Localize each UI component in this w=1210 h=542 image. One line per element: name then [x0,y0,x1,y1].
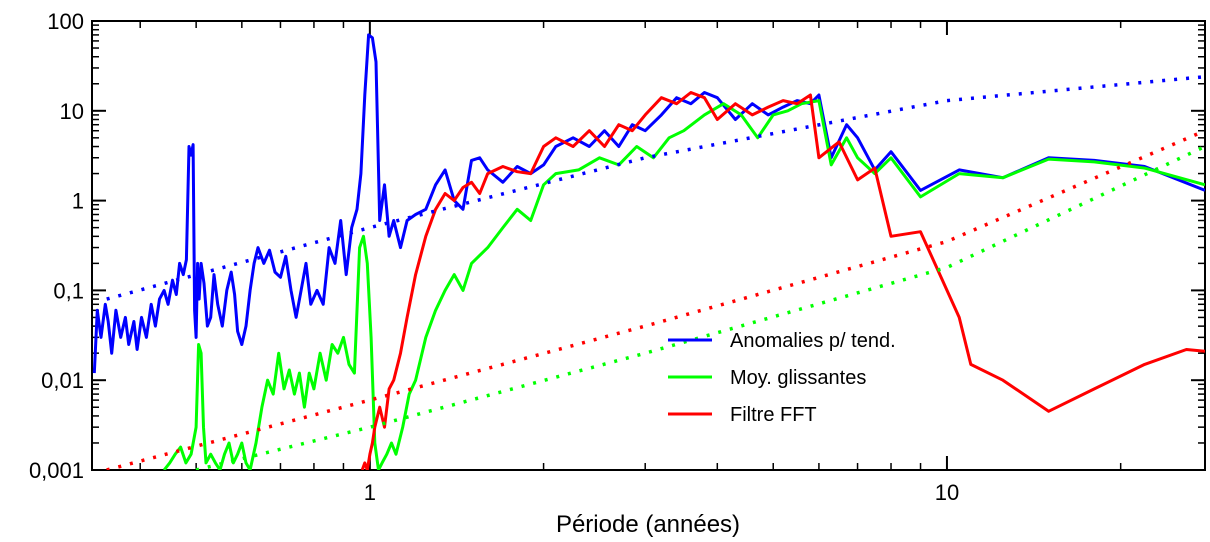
series-line-1 [162,99,1205,470]
legend: Anomalies p/ tend. Moy. glissantes Filtre … [668,330,896,426]
axis-ticks [92,20,1205,471]
y-tick-label: 0,1 [53,278,84,303]
y-tick-label: 0,001 [29,458,84,483]
y-tick-label: 0,01 [41,368,84,393]
legend-label: Moy. glissantes [730,367,866,389]
x-tick-label: 10 [935,480,959,505]
series-layer [92,33,1205,470]
y-tick-label: 1 [72,189,84,214]
series-line-0 [92,33,1205,374]
series-trend-line-5 [195,144,1205,470]
y-tick-label: 100 [47,9,84,34]
plot-frame [91,20,1206,471]
y-tick-label: 10 [60,99,84,124]
series-trend-line-4 [106,129,1205,470]
x-axis-title: Période (années) [556,511,740,538]
tick-labels: 0,001 0,01 0,1 1 10 100 1 10 [29,9,959,505]
series-trend-line-3 [106,74,1205,301]
series-line-2 [360,91,1205,470]
legend-label: Anomalies p/ tend. [730,330,896,352]
legend-label: Filtre FFT [730,404,817,426]
x-tick-label: 1 [364,480,376,505]
